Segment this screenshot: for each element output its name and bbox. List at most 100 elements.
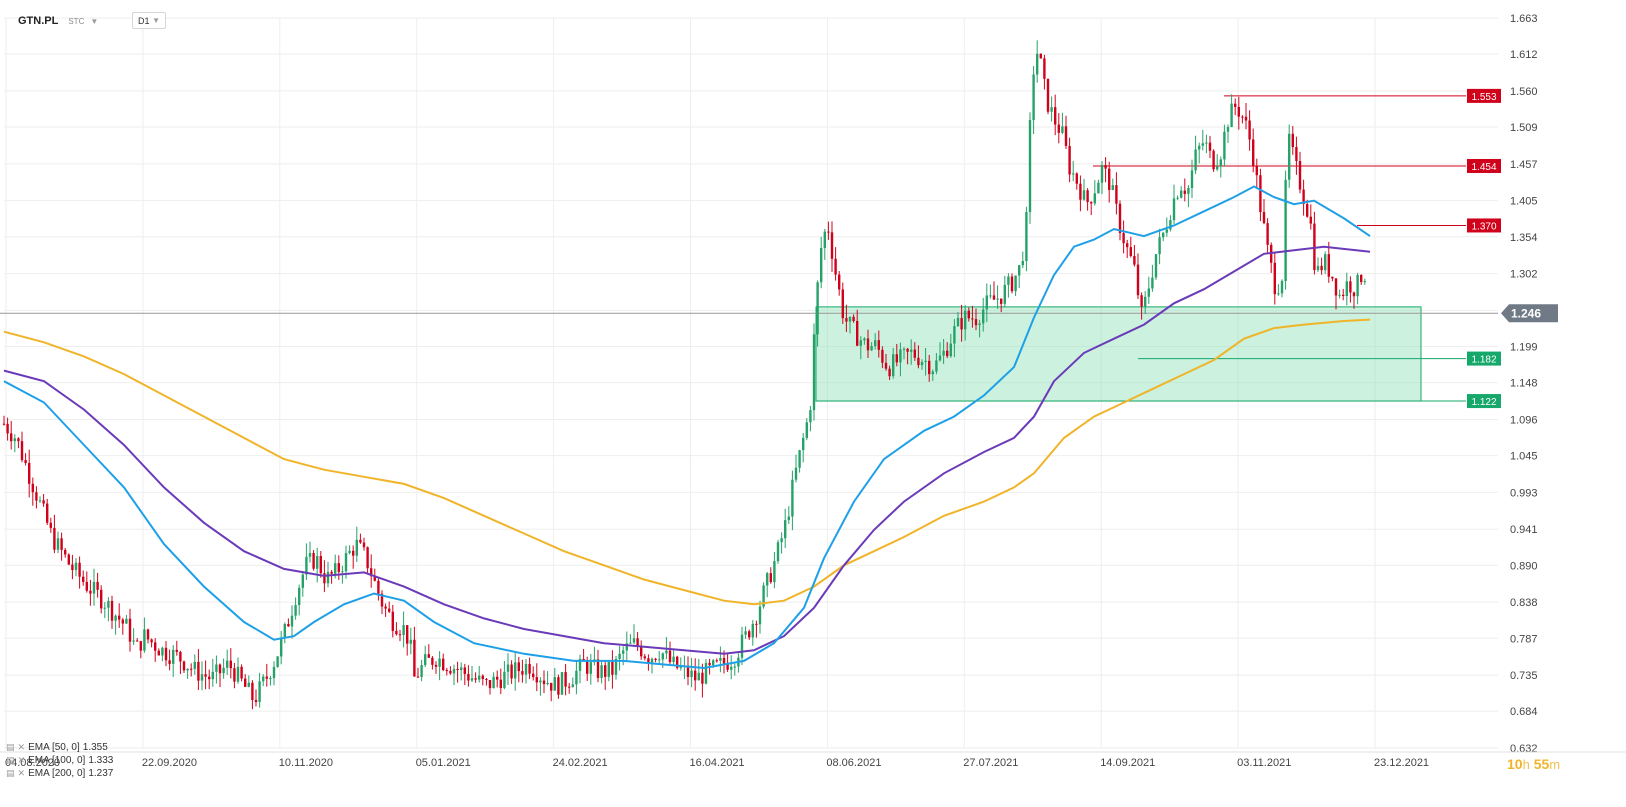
candle-body xyxy=(852,316,855,322)
candle xyxy=(1349,276,1352,303)
candle-body xyxy=(773,561,776,583)
candle xyxy=(1086,188,1089,211)
candle xyxy=(1252,128,1255,173)
settings-icon[interactable]: ▤ xyxy=(6,755,15,765)
candle-body xyxy=(820,248,823,283)
candle-body xyxy=(92,581,96,594)
candle xyxy=(38,496,42,504)
candle-body xyxy=(1298,161,1302,190)
candle-body xyxy=(1360,274,1363,283)
candle xyxy=(398,629,402,642)
candle xyxy=(1334,277,1338,310)
candle xyxy=(762,582,765,609)
candle xyxy=(654,657,657,663)
candle xyxy=(175,640,178,656)
candle xyxy=(902,347,906,360)
candle xyxy=(1126,239,1129,259)
y-tick-label: 1.045 xyxy=(1510,451,1538,463)
candle xyxy=(910,339,913,365)
candle xyxy=(769,567,772,584)
close-icon[interactable]: ✕ xyxy=(17,768,26,778)
candle xyxy=(496,670,499,688)
x-tick-label: 14.09.2021 xyxy=(1100,757,1155,769)
candle xyxy=(283,622,286,644)
candle-body xyxy=(1086,190,1089,203)
candle xyxy=(1205,134,1208,154)
candle xyxy=(1050,96,1053,122)
candle xyxy=(78,556,81,589)
candle xyxy=(974,308,978,331)
candle-body xyxy=(733,666,736,668)
candle xyxy=(24,453,27,466)
candle-body xyxy=(139,641,142,651)
close-icon[interactable]: ✕ xyxy=(17,742,26,752)
candle xyxy=(550,682,553,702)
candle-body xyxy=(344,553,348,572)
candle xyxy=(557,674,560,699)
candle xyxy=(906,347,909,365)
candle xyxy=(877,330,880,358)
timeframe-dropdown[interactable]: D1 ▼ xyxy=(132,12,166,29)
candle-body xyxy=(949,343,952,357)
indicator-value: 1.237 xyxy=(88,768,114,779)
candle-body xyxy=(56,538,60,550)
candle xyxy=(301,571,304,597)
candle-body xyxy=(1025,211,1028,262)
candle-body xyxy=(179,651,182,662)
candle xyxy=(1234,98,1237,116)
candle xyxy=(787,506,790,524)
candle xyxy=(978,319,981,338)
candle-body xyxy=(442,658,445,671)
candle xyxy=(384,603,387,617)
candle xyxy=(845,304,848,332)
candle xyxy=(1280,279,1284,298)
y-tick-label: 0.787 xyxy=(1510,633,1538,645)
candle xyxy=(528,657,531,680)
candle-body xyxy=(431,657,434,665)
settings-icon[interactable]: ▤ xyxy=(6,768,15,778)
candle-body xyxy=(312,553,315,569)
candle-body xyxy=(881,349,884,363)
candle-body xyxy=(172,649,175,664)
candle xyxy=(1266,218,1269,254)
candle-body xyxy=(100,589,103,609)
close-icon[interactable]: ✕ xyxy=(17,755,26,765)
candle-body xyxy=(265,676,268,679)
candle xyxy=(643,653,646,661)
candle-body xyxy=(848,316,852,322)
candle xyxy=(114,614,117,635)
candle xyxy=(816,280,819,347)
symbol-selector[interactable]: GTN.PL STC ▼ xyxy=(18,12,98,30)
candle xyxy=(546,671,549,686)
candle-body xyxy=(1126,243,1129,248)
candle xyxy=(1219,156,1222,178)
candle-body xyxy=(618,653,621,659)
candle-body xyxy=(114,615,117,621)
candle-body xyxy=(1154,254,1158,278)
candle xyxy=(348,545,351,555)
candle xyxy=(128,608,132,652)
settings-icon[interactable]: ▤ xyxy=(6,742,15,752)
candle xyxy=(805,418,808,441)
candle-body xyxy=(1169,220,1172,230)
candle xyxy=(694,658,697,691)
candle-body xyxy=(1180,190,1183,198)
candle-body xyxy=(625,643,628,651)
candle-body xyxy=(578,658,582,671)
candle-body xyxy=(726,663,729,670)
x-tick-label: 22.09.2020 xyxy=(142,757,197,769)
candle xyxy=(1075,172,1078,190)
candle xyxy=(488,680,492,695)
candle-body xyxy=(474,678,477,680)
candle xyxy=(582,648,585,662)
candle-body xyxy=(1018,265,1021,276)
candle xyxy=(305,543,308,580)
candle-body xyxy=(1097,182,1100,194)
candle-body xyxy=(485,678,488,681)
candle-body xyxy=(834,258,837,275)
candle xyxy=(1270,242,1273,273)
y-tick-label: 1.457 xyxy=(1510,159,1538,171)
chevron-down-icon[interactable]: ▼ xyxy=(90,16,99,26)
candle-body xyxy=(920,361,924,366)
